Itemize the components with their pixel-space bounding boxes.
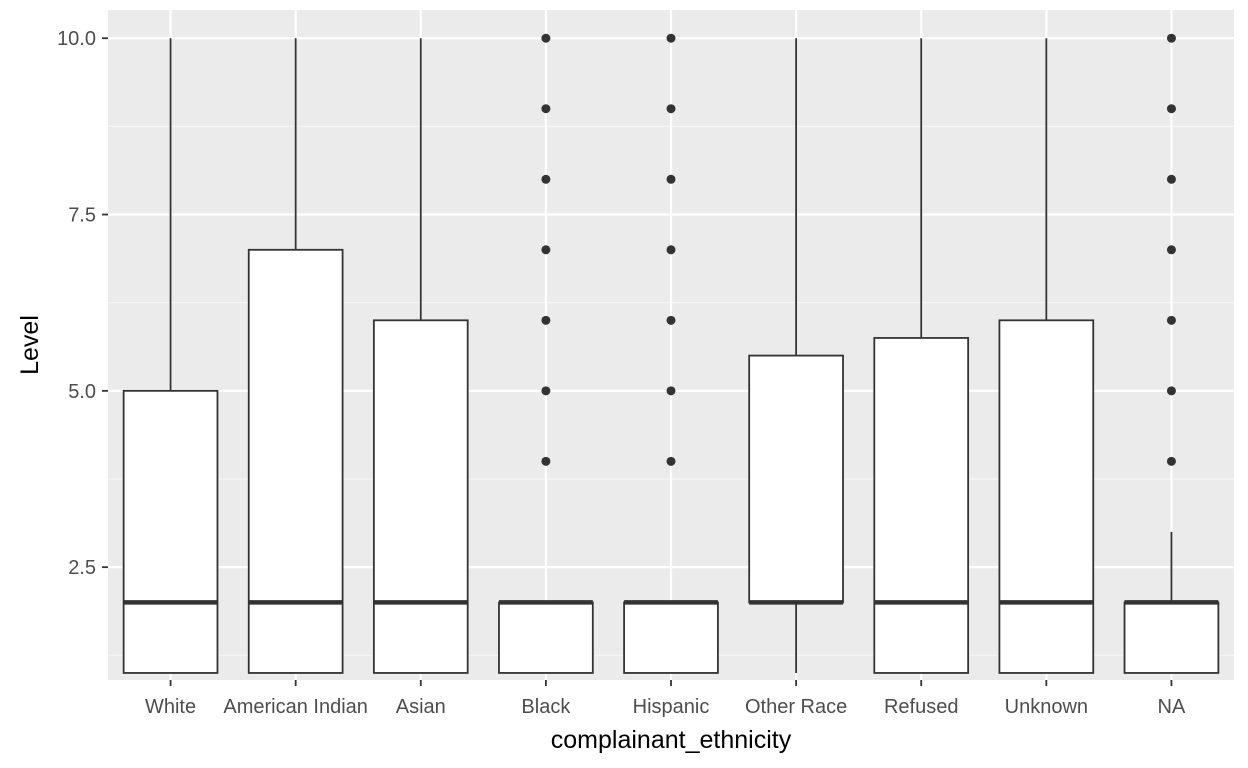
box-body xyxy=(873,337,970,674)
x-tick-label: White xyxy=(145,696,196,718)
box-other-race xyxy=(748,38,844,673)
box-body xyxy=(748,354,844,604)
y-axis: 2.5 5.0 7.5 10.0 xyxy=(57,28,108,579)
box-black xyxy=(498,33,594,674)
outlier-point xyxy=(666,456,676,466)
outlier-point xyxy=(1166,174,1176,184)
y-tick-label: 5.0 xyxy=(68,381,96,403)
box-body xyxy=(498,601,594,674)
box-asian xyxy=(372,38,469,674)
outlier-point xyxy=(666,174,676,184)
x-tick-label: American Indian xyxy=(223,696,368,718)
box-body xyxy=(1123,601,1220,674)
x-tick-label: NA xyxy=(1158,696,1186,718)
box-unknown xyxy=(998,38,1095,674)
outlier-point xyxy=(541,386,551,396)
x-tick-label: Other Race xyxy=(745,696,847,718)
box-na xyxy=(1123,33,1220,674)
box-hispanic xyxy=(623,33,719,674)
outlier-point xyxy=(1166,386,1176,396)
y-tick-label: 10.0 xyxy=(57,28,96,50)
outlier-point xyxy=(541,456,551,466)
outlier-point xyxy=(1166,456,1176,466)
outlier-point xyxy=(666,245,676,255)
x-tick-label: Black xyxy=(521,696,571,718)
box-body xyxy=(372,319,469,674)
box-body xyxy=(623,601,719,674)
outlier-point xyxy=(541,104,551,114)
outlier-point xyxy=(541,33,551,43)
y-tick-label: 7.5 xyxy=(68,205,96,227)
outlier-point xyxy=(666,104,676,114)
x-axis-title: complainant_ethnicity xyxy=(551,726,792,754)
outlier-point xyxy=(1166,33,1176,43)
x-tick-label: Refused xyxy=(884,696,959,718)
box-body xyxy=(998,319,1095,674)
box-refused xyxy=(873,38,970,674)
outlier-point xyxy=(1166,245,1176,255)
outlier-point xyxy=(1166,315,1176,325)
outlier-point xyxy=(666,315,676,325)
box-series xyxy=(122,33,1220,674)
box-body xyxy=(122,389,219,674)
outlier-point xyxy=(666,386,676,396)
x-tick-label: Asian xyxy=(396,696,446,718)
x-axis: White American Indian Asian Black Hispanic Ot… xyxy=(145,680,1186,718)
outlier-point xyxy=(541,315,551,325)
outlier-point xyxy=(541,245,551,255)
box-american-indian xyxy=(247,38,344,674)
box-white xyxy=(122,38,219,674)
y-tick-label: 2.5 xyxy=(68,557,96,579)
outlier-point xyxy=(666,33,676,43)
outlier-point xyxy=(1166,104,1176,114)
x-tick-label: Hispanic xyxy=(633,696,710,718)
x-tick-label: Unknown xyxy=(1005,696,1088,718)
box-body xyxy=(247,248,344,674)
y-axis-title: Level xyxy=(16,315,44,375)
outlier-point xyxy=(541,174,551,184)
